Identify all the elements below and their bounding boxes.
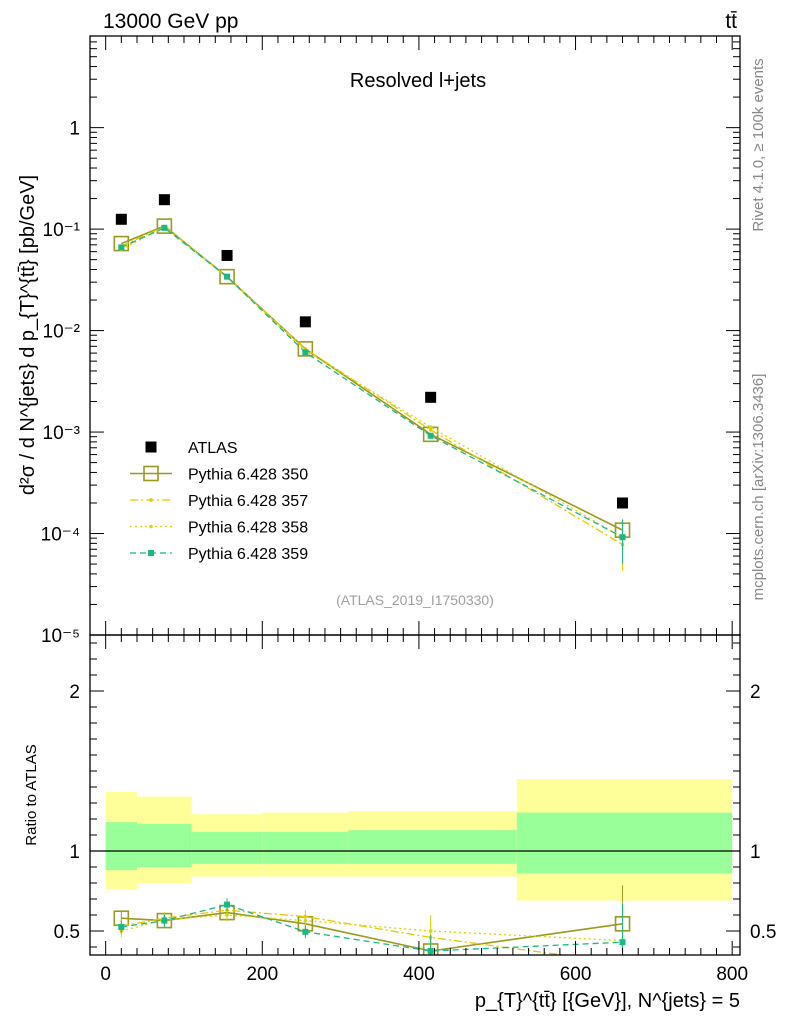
main-y-axis-label: d²σ / d N^{jets} d p_{T}^{tt̄} [pb/GeV] bbox=[17, 175, 39, 495]
ratio-point-p358-3 bbox=[303, 918, 308, 923]
point-p358-4 bbox=[428, 425, 433, 429]
legend: ATLAS Pythia 6.428 350 Pythia 6.428 357 Pyt… bbox=[130, 440, 308, 563]
line-p350 bbox=[120, 225, 623, 531]
rivet-version-label: Rivet 4.1.0, ≥ 100k events bbox=[750, 58, 767, 231]
point-p350-3 bbox=[297, 341, 314, 357]
band-inner-3 bbox=[262, 831, 349, 864]
point-p350-1 bbox=[156, 218, 173, 234]
ratio-point-p359-1 bbox=[161, 917, 168, 924]
legend-item-p357: Pythia 6.428 357 bbox=[130, 493, 308, 510]
main-plot-area bbox=[113, 194, 631, 571]
point-atlas-1 bbox=[158, 194, 170, 206]
point-p359-4 bbox=[427, 432, 434, 439]
series-p359 bbox=[118, 224, 626, 564]
x-tick-label: 600 bbox=[560, 964, 592, 985]
point-p359-3 bbox=[302, 349, 309, 356]
legend-item-p358: Pythia 6.428 358 bbox=[130, 520, 308, 537]
band-inner-5 bbox=[516, 812, 733, 874]
band-inner-2 bbox=[191, 831, 263, 864]
point-p359-1 bbox=[161, 224, 168, 231]
x-axis-label: p_{T}^{tt̄} [{GeV}], N^{jets} = 5 bbox=[475, 990, 740, 1012]
main-ytick-label: 10⁻⁴ bbox=[41, 525, 80, 546]
legend-marker-p358 bbox=[149, 524, 153, 529]
ratio-ytick-label-left: 0.5 bbox=[54, 922, 80, 943]
ratio-y-axis-label: Ratio to ATLAS bbox=[23, 744, 40, 845]
main-ytick-label: 10⁻⁵ bbox=[41, 626, 80, 647]
ratio-panel: 0.5 0.5 1 1 2 2 0 200 400 600 800 Ratio to ATLAS p… bbox=[23, 634, 776, 1012]
band-inner-1 bbox=[136, 823, 192, 867]
ratio-ytick-label-right: 1 bbox=[750, 842, 761, 863]
line-p359 bbox=[121, 227, 623, 538]
ratio-point-p357-5 bbox=[621, 961, 625, 965]
legend-marker-p357 bbox=[149, 498, 153, 502]
point-atlas-2 bbox=[221, 249, 233, 261]
x-tick-label: 200 bbox=[246, 964, 278, 985]
ratio-axes: 0.5 0.5 1 1 2 2 0 200 400 600 800 bbox=[54, 634, 776, 985]
series-p350 bbox=[113, 218, 631, 538]
point-atlas-3 bbox=[299, 316, 311, 328]
band-inner-4 bbox=[348, 830, 517, 864]
analysis-watermark: (ATLAS_2019_I1750330) bbox=[336, 592, 494, 608]
ratio-point-p359-4 bbox=[427, 948, 434, 954]
ratio-point-p359-3 bbox=[302, 928, 309, 935]
ratio-ytick-label-left: 2 bbox=[69, 682, 80, 703]
ratio-frame bbox=[89, 634, 741, 956]
legend-label-p358: Pythia 6.428 358 bbox=[188, 520, 308, 537]
ratio-point-p359-2 bbox=[224, 901, 231, 908]
main-axes: 1 10⁻¹ 10⁻² 10⁻³ 10⁻⁴ 10⁻⁵ bbox=[41, 35, 741, 647]
main-panel: Resolved l+jets (ATLAS_2019_I1750330) 11… bbox=[17, 35, 741, 647]
legend-marker-p359 bbox=[148, 550, 154, 556]
ratio-point-p359-0 bbox=[118, 924, 125, 930]
x-tick-label: 400 bbox=[403, 964, 435, 985]
legend-label-p357: Pythia 6.428 357 bbox=[188, 493, 308, 510]
series-atlas bbox=[115, 194, 629, 509]
main-ytick-label: 1 bbox=[69, 119, 80, 140]
x-tick-label: 0 bbox=[100, 964, 111, 985]
ratio-point-p358-2 bbox=[225, 913, 229, 917]
point-p359-5 bbox=[619, 534, 626, 541]
point-p359-0 bbox=[118, 244, 125, 251]
ratio-point-p359-5 bbox=[619, 939, 626, 946]
main-ytick-label: 10⁻¹ bbox=[43, 220, 81, 241]
ratio-line-p359 bbox=[121, 903, 623, 952]
x-tick-label: 800 bbox=[716, 964, 748, 985]
legend-label-p350: Pythia 6.428 350 bbox=[188, 467, 308, 484]
ratio-ytick-label-left: 1 bbox=[69, 842, 80, 863]
line-p358 bbox=[120, 226, 623, 538]
main-ytick-label: 10⁻² bbox=[43, 322, 81, 343]
band-inner-0 bbox=[105, 822, 137, 871]
legend-item-p359: Pythia 6.428 359 bbox=[130, 546, 308, 563]
ratio-plot-area bbox=[90, 779, 740, 965]
legend-label-atlas: ATLAS bbox=[188, 440, 238, 457]
point-p350-2 bbox=[219, 268, 235, 285]
point-p359-2 bbox=[224, 273, 231, 280]
legend-marker-p350 bbox=[143, 465, 159, 482]
mcplots-label: mcplots.cern.ch [arXiv:1306.3436] bbox=[750, 374, 767, 601]
ratio-line-p357 bbox=[121, 909, 568, 955]
ratio-ytick-label-right: 0.5 bbox=[750, 922, 776, 943]
plot-title: Resolved l+jets bbox=[350, 70, 486, 92]
ratio-series-p359 bbox=[118, 898, 626, 955]
legend-label-p359: Pythia 6.428 359 bbox=[188, 546, 308, 563]
main-ytick-label: 10⁻³ bbox=[43, 423, 81, 444]
ratio-point-p358-4 bbox=[428, 929, 433, 933]
legend-marker-atlas bbox=[145, 441, 157, 453]
point-atlas-4 bbox=[425, 391, 437, 403]
header-process-label: tt̄ bbox=[725, 10, 737, 33]
ratio-line-p358 bbox=[121, 914, 623, 942]
point-atlas-0 bbox=[115, 213, 127, 225]
legend-item-atlas: ATLAS bbox=[145, 440, 238, 457]
ratio-ytick-label-right: 2 bbox=[750, 682, 761, 703]
legend-item-p350: Pythia 6.428 350 bbox=[130, 465, 308, 484]
point-atlas-5 bbox=[617, 497, 629, 509]
point-p357-4 bbox=[428, 428, 433, 432]
line-p357 bbox=[121, 225, 623, 546]
header-energy-label: 13000 GeV pp bbox=[103, 10, 238, 33]
